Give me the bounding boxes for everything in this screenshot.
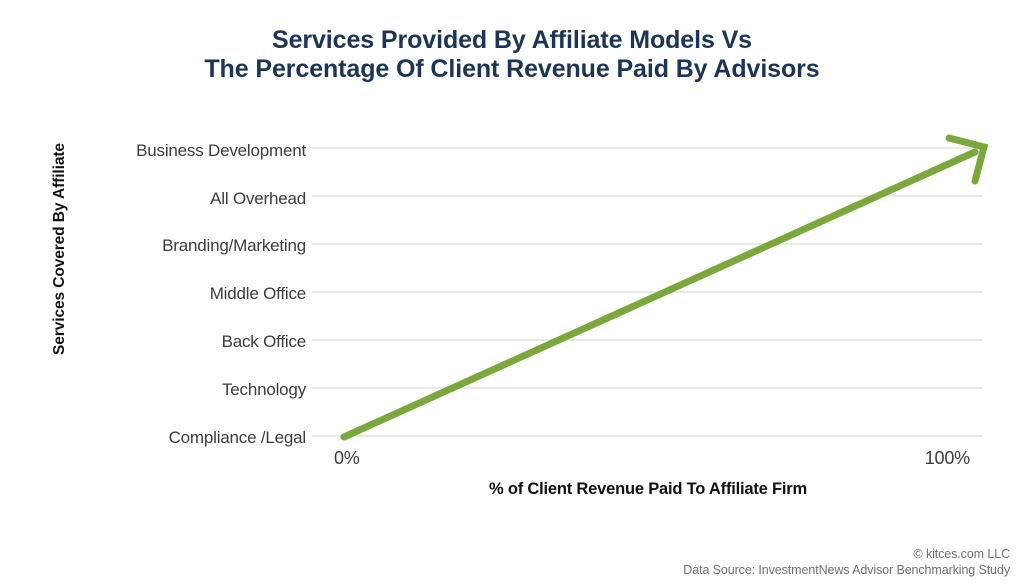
copyright-text: © kitces.com LLC: [913, 547, 1010, 561]
x-tick-label-100: 100%: [924, 448, 970, 468]
gridline-business-development: [312, 147, 982, 149]
y-axis-tick-labels: Business Development All Overhead Brandi…: [40, 140, 307, 446]
x-tick-label-0: 0%: [334, 448, 360, 468]
gridline-middle-office: [312, 291, 982, 293]
y-tick-label-back-office: Back Office: [221, 332, 307, 351]
x-axis-title: % of Client Revenue Paid To Affiliate Fi…: [489, 480, 807, 498]
data-source-text: Data Source: InvestmentNews Advisor Benc…: [683, 563, 1010, 577]
footer: © kitces.com LLC Data Source: Investment…: [683, 546, 1010, 578]
gridline-back-office: [312, 339, 982, 341]
y-tick-label-all-overhead: All Overhead: [210, 189, 306, 208]
page-title: Services Provided By Affiliate Models Vs…: [204, 26, 820, 83]
y-tick-label-compliance-legal: Compliance /Legal: [168, 428, 307, 447]
y-tick-label-branding-marketing: Branding/Marketing: [162, 236, 306, 255]
gridline-compliance-legal: [312, 435, 982, 437]
gridline-technology: [312, 387, 982, 389]
y-tick-label-technology: Technology: [221, 380, 306, 399]
gridline-all-overhead: [312, 195, 982, 197]
y-tick-label-business-development: Business Development: [136, 141, 306, 160]
plot-area: [312, 140, 984, 442]
gridline-branding-marketing: [312, 243, 982, 245]
y-tick-label-middle-office: Middle Office: [209, 284, 306, 303]
